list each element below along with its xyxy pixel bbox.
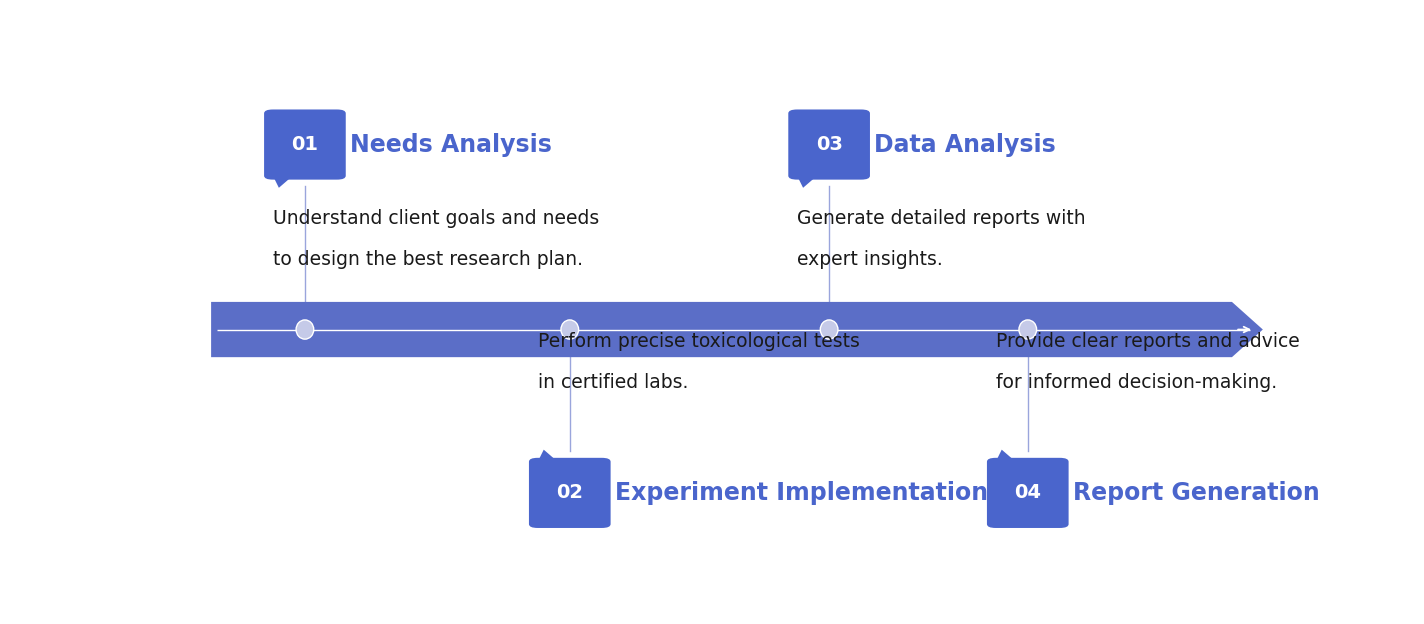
FancyBboxPatch shape <box>263 109 346 180</box>
Text: expert insights.: expert insights. <box>797 250 943 269</box>
Polygon shape <box>211 302 1263 357</box>
Text: 04: 04 <box>1014 484 1041 502</box>
Text: Experiment Implementation: Experiment Implementation <box>615 481 988 505</box>
Text: Needs Analysis: Needs Analysis <box>350 132 553 157</box>
Text: for informed decision-making.: for informed decision-making. <box>995 373 1277 392</box>
Text: Report Generation: Report Generation <box>1074 481 1320 505</box>
Text: Generate detailed reports with: Generate detailed reports with <box>797 210 1085 228</box>
Text: Provide clear reports and advice: Provide clear reports and advice <box>995 332 1300 351</box>
FancyBboxPatch shape <box>789 109 870 180</box>
Text: 01: 01 <box>292 135 319 154</box>
FancyBboxPatch shape <box>987 458 1068 528</box>
Ellipse shape <box>1020 320 1037 339</box>
FancyBboxPatch shape <box>528 458 611 528</box>
Text: Perform precise toxicological tests: Perform precise toxicological tests <box>538 332 860 351</box>
Text: to design the best research plan.: to design the best research plan. <box>273 250 582 269</box>
Ellipse shape <box>820 320 837 339</box>
Polygon shape <box>538 450 558 462</box>
Text: Understand client goals and needs: Understand client goals and needs <box>273 210 600 228</box>
Ellipse shape <box>561 320 578 339</box>
Polygon shape <box>797 176 817 188</box>
Ellipse shape <box>296 320 313 339</box>
Text: 02: 02 <box>557 484 584 502</box>
Text: in certified labs.: in certified labs. <box>538 373 688 392</box>
Polygon shape <box>995 450 1015 462</box>
Text: 03: 03 <box>816 135 843 154</box>
Polygon shape <box>273 176 293 188</box>
Text: Data Analysis: Data Analysis <box>874 132 1057 157</box>
